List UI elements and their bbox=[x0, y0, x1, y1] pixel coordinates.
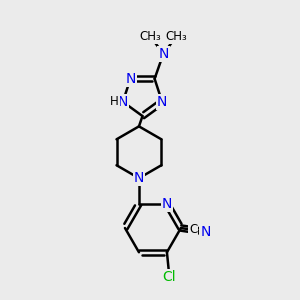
Text: CH₃: CH₃ bbox=[139, 30, 161, 43]
Text: N: N bbox=[200, 225, 211, 239]
Text: N: N bbox=[134, 171, 144, 185]
Text: CH₃: CH₃ bbox=[166, 30, 188, 43]
Text: N: N bbox=[158, 47, 169, 61]
Text: H: H bbox=[110, 95, 119, 108]
Text: N: N bbox=[162, 197, 172, 211]
Text: N: N bbox=[125, 72, 136, 86]
Text: N: N bbox=[157, 95, 167, 109]
Text: C: C bbox=[189, 224, 197, 236]
Text: Cl: Cl bbox=[163, 270, 176, 284]
Text: N: N bbox=[118, 95, 128, 109]
